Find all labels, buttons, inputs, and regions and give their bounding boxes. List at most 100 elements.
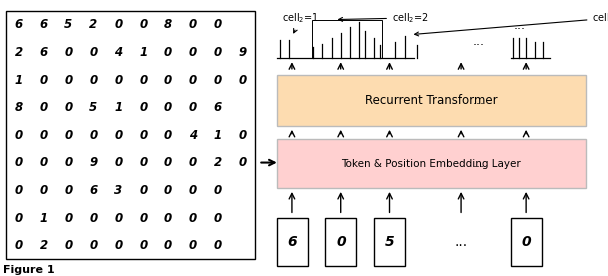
Text: Recurrent Transformer: Recurrent Transformer <box>365 94 497 107</box>
Text: 0: 0 <box>139 156 147 169</box>
Text: 6: 6 <box>40 18 47 31</box>
Text: 0: 0 <box>164 239 172 252</box>
Text: 0: 0 <box>114 239 122 252</box>
Bar <box>325 218 356 266</box>
Text: 0: 0 <box>64 101 72 114</box>
Text: 3: 3 <box>114 184 122 197</box>
Text: 0: 0 <box>89 129 97 142</box>
Text: 0: 0 <box>189 73 197 87</box>
Text: cell$_2$=9: cell$_2$=9 <box>415 11 608 36</box>
Text: 0: 0 <box>15 184 22 197</box>
Text: 0: 0 <box>139 184 147 197</box>
Text: ...: ... <box>472 35 485 48</box>
Text: 0: 0 <box>164 211 172 225</box>
Text: 0: 0 <box>114 156 122 169</box>
Text: 0: 0 <box>114 211 122 225</box>
Bar <box>277 139 586 188</box>
Text: ...: ... <box>472 94 485 107</box>
Text: 0: 0 <box>164 129 172 142</box>
Text: 5: 5 <box>385 235 395 249</box>
Text: 0: 0 <box>64 156 72 169</box>
Text: 0: 0 <box>164 184 172 197</box>
Text: 0: 0 <box>40 156 47 169</box>
Text: 6: 6 <box>89 184 97 197</box>
Text: 6: 6 <box>15 18 22 31</box>
Text: cell$_81$: cell$_81$ <box>512 275 541 276</box>
Text: 0: 0 <box>64 73 72 87</box>
Bar <box>511 218 542 266</box>
Text: 0: 0 <box>239 156 247 169</box>
Text: cell$_1$: cell$_1$ <box>281 275 303 276</box>
Text: 6: 6 <box>287 235 297 249</box>
Text: 0: 0 <box>89 73 97 87</box>
Text: 8: 8 <box>164 18 172 31</box>
Text: cell$_2$: cell$_2$ <box>330 275 352 276</box>
Text: 0: 0 <box>164 46 172 59</box>
Text: 0: 0 <box>15 156 22 169</box>
Text: 5: 5 <box>89 101 97 114</box>
Text: 0: 0 <box>139 101 147 114</box>
Bar <box>277 75 586 126</box>
Text: 0: 0 <box>40 184 47 197</box>
Text: 0: 0 <box>214 239 222 252</box>
Bar <box>277 218 308 266</box>
Text: 9: 9 <box>239 46 247 59</box>
Text: 2: 2 <box>15 46 22 59</box>
Text: cell$_3$: cell$_3$ <box>378 275 401 276</box>
Text: 1: 1 <box>40 211 47 225</box>
Text: 0: 0 <box>114 18 122 31</box>
Text: Figure 1: Figure 1 <box>3 265 55 275</box>
Text: 0: 0 <box>139 73 147 87</box>
Text: 0: 0 <box>114 129 122 142</box>
Text: 0: 0 <box>522 235 531 249</box>
Text: ...: ... <box>472 157 485 170</box>
Text: 0: 0 <box>40 129 47 142</box>
Text: 0: 0 <box>214 46 222 59</box>
Text: 0: 0 <box>214 184 222 197</box>
Text: 0: 0 <box>189 156 197 169</box>
Text: 0: 0 <box>64 46 72 59</box>
Text: 0: 0 <box>336 235 346 249</box>
Text: 6: 6 <box>214 101 222 114</box>
Text: 0: 0 <box>15 239 22 252</box>
Text: 0: 0 <box>189 211 197 225</box>
Text: 0: 0 <box>139 239 147 252</box>
Text: 0: 0 <box>189 46 197 59</box>
Text: 0: 0 <box>89 211 97 225</box>
Text: 0: 0 <box>164 156 172 169</box>
Text: ...: ... <box>455 275 467 276</box>
Text: 0: 0 <box>139 211 147 225</box>
Text: 0: 0 <box>164 101 172 114</box>
Text: 1: 1 <box>15 73 22 87</box>
Text: 2: 2 <box>89 18 97 31</box>
Text: Token & Position Embedding Layer: Token & Position Embedding Layer <box>341 158 521 169</box>
Text: 8: 8 <box>15 101 22 114</box>
Text: ...: ... <box>514 19 526 32</box>
Text: 1: 1 <box>114 101 122 114</box>
Text: 1: 1 <box>139 46 147 59</box>
Text: 9: 9 <box>89 156 97 169</box>
Text: 0: 0 <box>239 129 247 142</box>
Text: cell$_2$=2: cell$_2$=2 <box>339 11 429 25</box>
Text: 0: 0 <box>15 129 22 142</box>
Text: cell$_2$=1: cell$_2$=1 <box>283 11 319 33</box>
Text: ...: ... <box>455 235 468 249</box>
Text: 0: 0 <box>239 73 247 87</box>
Text: 2: 2 <box>214 156 222 169</box>
Text: 0: 0 <box>40 101 47 114</box>
Bar <box>6 11 255 259</box>
Text: 0: 0 <box>164 73 172 87</box>
Text: 4: 4 <box>189 129 197 142</box>
Text: 0: 0 <box>89 239 97 252</box>
Text: 0: 0 <box>189 239 197 252</box>
Text: 0: 0 <box>64 211 72 225</box>
Text: 0: 0 <box>214 211 222 225</box>
Text: 0: 0 <box>139 129 147 142</box>
Text: 0: 0 <box>89 46 97 59</box>
Text: 5: 5 <box>64 18 72 31</box>
Text: 4: 4 <box>114 46 122 59</box>
Bar <box>375 218 405 266</box>
Text: 0: 0 <box>40 73 47 87</box>
Text: 0: 0 <box>64 129 72 142</box>
Text: 6: 6 <box>40 46 47 59</box>
